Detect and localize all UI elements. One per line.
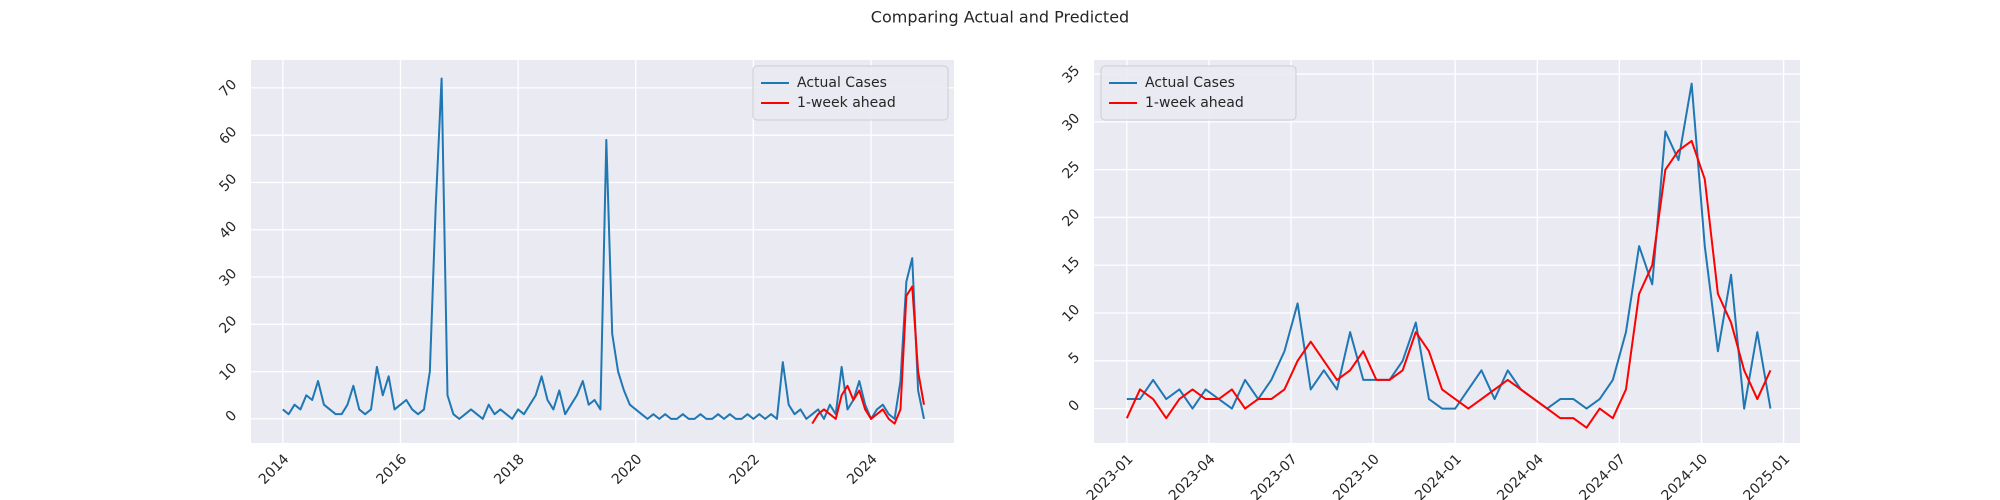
y-tick-label: 10 [216,360,240,384]
y-tick-label: 20 [1059,206,1083,230]
y-tick-label: 35 [1059,63,1083,87]
x-tick-label: 2025-01 [1741,451,1794,500]
y-tick-label: 70 [216,77,240,101]
y-tick-label: 30 [1059,111,1083,135]
x-tick-label: 2022 [727,451,764,488]
x-tick-label: 2024-10 [1658,451,1711,500]
y-tick-label: 15 [1059,254,1083,278]
x-tick-label: 2018 [491,451,528,488]
y-tick-label: 40 [216,218,240,242]
y-tick-label: 25 [1059,158,1083,182]
legend-label: 1-week ahead [1145,95,1244,111]
legend-label: Actual Cases [1145,75,1235,91]
x-tick-label: 2023-04 [1166,451,1219,500]
x-tick-label: 2024-07 [1576,451,1629,500]
x-tick-label: 2024-01 [1412,451,1465,500]
plot-area [1094,60,1800,443]
y-tick-label: 10 [1059,302,1083,326]
x-tick-label: 2016 [374,451,411,488]
legend-box [752,65,949,121]
y-tick-label: 0 [1066,397,1084,415]
x-tick-label: 2024-04 [1494,451,1547,500]
y-tick-label: 50 [216,171,240,195]
y-tick-label: 0 [223,408,241,426]
series-line [1125,139,1772,429]
x-tick-label: 2023-10 [1330,451,1383,500]
x-tick-label: 2023-01 [1084,451,1137,500]
x-tick-label: 2023-07 [1248,451,1301,500]
x-tick-label: 2014 [256,451,293,488]
y-tick-label: 20 [216,313,240,337]
plot-area [251,60,954,443]
legend-label: 1-week ahead [797,95,896,111]
y-tick-label: 60 [216,124,240,148]
series-line [811,285,925,425]
series-line [1126,82,1772,410]
figure-title: Comparing Actual and Predicted [871,8,1129,27]
x-tick-label: 2020 [609,451,646,488]
x-tick-label: 2024 [844,451,881,488]
y-tick-label: 30 [216,266,240,290]
legend-label: Actual Cases [797,75,887,91]
legend-box [1100,65,1297,121]
y-tick-label: 5 [1066,349,1084,367]
series-line [282,77,925,420]
